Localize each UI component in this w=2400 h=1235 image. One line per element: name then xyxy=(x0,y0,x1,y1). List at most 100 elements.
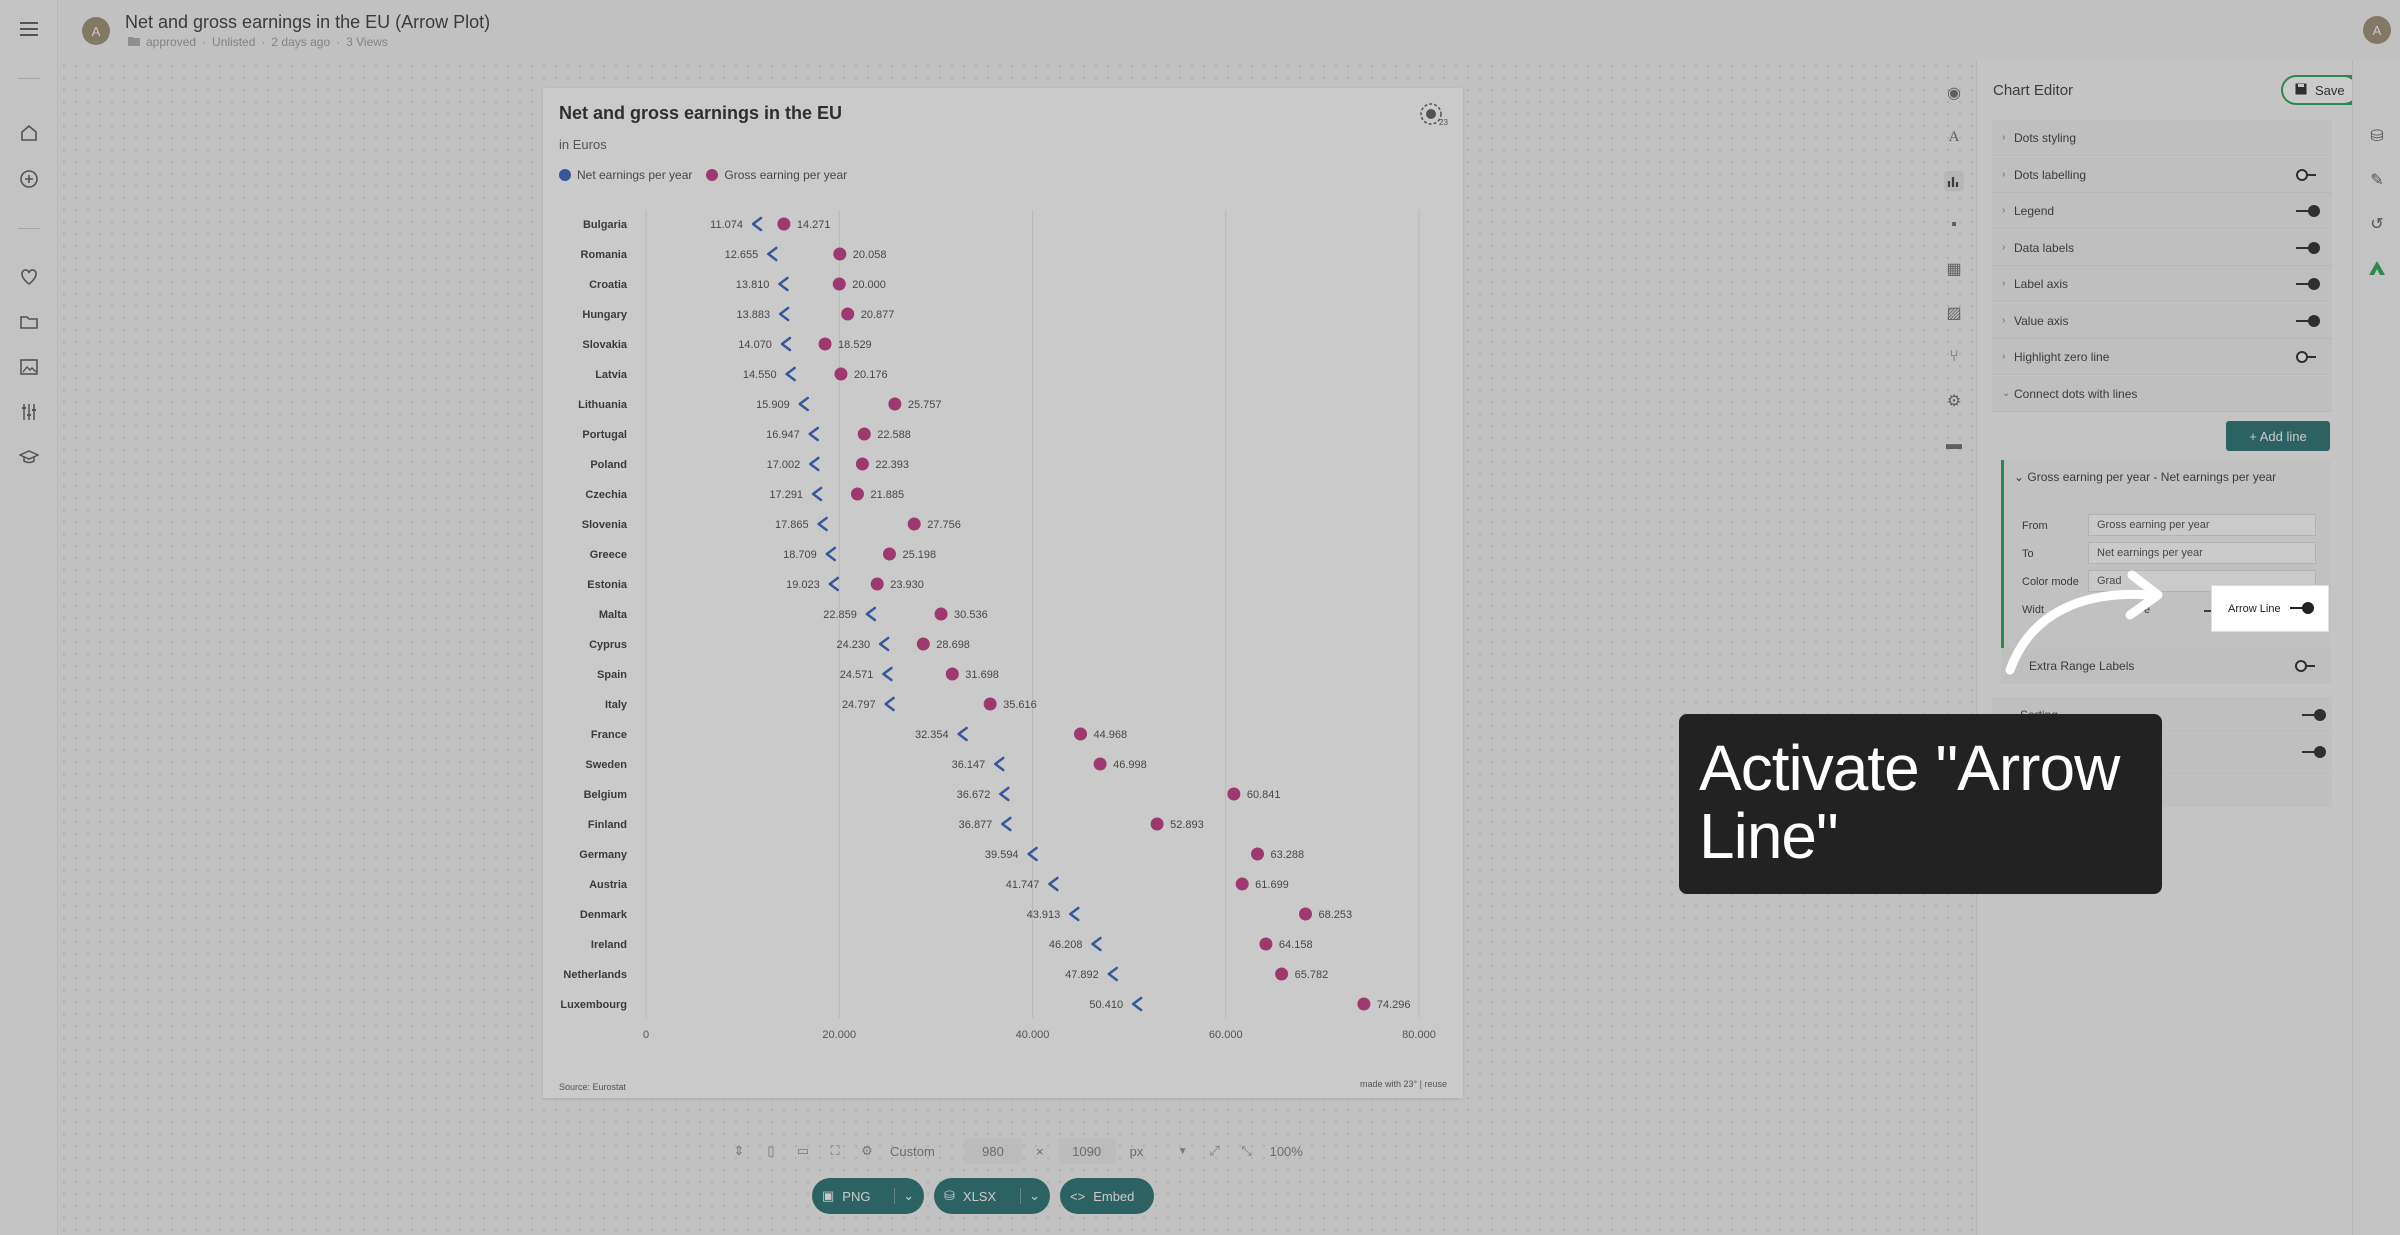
gross-dot xyxy=(882,547,896,561)
mobile-icon[interactable]: ▯ xyxy=(767,1143,775,1158)
section-connect-dots[interactable]: ⌄ Connect dots with lines xyxy=(1992,376,2332,412)
fullscreen-icon[interactable]: ⛶ xyxy=(830,1143,840,1158)
gross-value-label: 25.757 xyxy=(908,399,942,411)
net-value-label: 14.070 xyxy=(738,339,772,351)
text-icon[interactable]: A xyxy=(1948,128,1960,145)
category-label: Portugal xyxy=(582,429,627,441)
section-dots-styling[interactable]: › Dots styling xyxy=(1992,120,2332,156)
chevron-down-icon: ⌄ xyxy=(2014,470,2028,484)
section-label: Label axis xyxy=(2014,276,2069,291)
database-icon: ⛁ xyxy=(944,1188,955,1203)
x-tick-label: 20.000 xyxy=(822,1029,856,1041)
legend-dot xyxy=(559,169,571,181)
size-preset[interactable]: Custom xyxy=(890,1143,935,1159)
section-legend[interactable]: › Legend xyxy=(1992,193,2332,229)
embed-button[interactable]: <> Embed xyxy=(1060,1178,1154,1214)
gross-value-label: 65.782 xyxy=(1295,969,1329,981)
from-select[interactable]: Gross earning per year xyxy=(2088,514,2316,536)
toggle-arrow-line[interactable] xyxy=(2290,602,2314,614)
line-config-title[interactable]: ⌄ Gross earning per year - Net earnings … xyxy=(2014,470,2276,484)
unit-select[interactable]: px xyxy=(1129,1143,1144,1159)
home-icon[interactable] xyxy=(16,120,42,146)
save-button[interactable]: Save xyxy=(2283,77,2357,103)
net-value-label: 36.672 xyxy=(957,789,991,801)
chevron-down-icon[interactable]: ▼ xyxy=(1177,1145,1188,1157)
toggle-knob xyxy=(2308,278,2320,290)
gross-dot xyxy=(1074,727,1088,741)
category-label: Poland xyxy=(590,459,627,471)
gear-icon[interactable]: ⚙ xyxy=(861,1143,873,1158)
net-value-label: 12.655 xyxy=(725,249,759,261)
toggle-knob xyxy=(2295,660,2307,672)
category-label: France xyxy=(591,729,627,741)
section-label: Value axis xyxy=(2014,313,2069,328)
section-label-axis[interactable]: › Label axis xyxy=(1992,266,2332,302)
toggle-value-axis[interactable] xyxy=(2296,315,2320,327)
document-meta: approved · Unlisted · 2 days ago · 3 Vie… xyxy=(128,35,388,49)
category-label: Finland xyxy=(588,819,627,831)
toggle-data-labels[interactable] xyxy=(2296,242,2320,254)
document-title[interactable]: Net and gross earnings in the EU (Arrow … xyxy=(125,12,491,32)
grid-icon[interactable]: ▦ xyxy=(1946,261,1962,278)
category-label: Netherlands xyxy=(563,969,627,981)
chevron-down-icon: ⌄ xyxy=(2002,388,2011,399)
zoom-value[interactable]: 100% xyxy=(1269,1143,1303,1159)
paint-roller-icon[interactable]: ▬ xyxy=(1946,436,1962,453)
add-icon[interactable] xyxy=(16,166,42,192)
section-data-labels[interactable]: › Data labels xyxy=(1992,230,2332,266)
resize-vertical-icon[interactable]: ⇕ xyxy=(733,1143,745,1158)
heart-icon[interactable] xyxy=(16,264,42,290)
toggle-extra-range-labels[interactable] xyxy=(2295,660,2319,672)
sliders-icon[interactable] xyxy=(16,399,42,425)
branch-icon[interactable]: ⑂ xyxy=(1949,348,1959,365)
eye-icon[interactable]: ◉ xyxy=(1947,85,1961,102)
arrow-head xyxy=(999,786,1010,802)
pencil-icon[interactable]: ✎ xyxy=(2370,172,2384,189)
section-value-axis[interactable]: › Value axis xyxy=(1992,303,2332,339)
gross-value-label: 63.288 xyxy=(1271,849,1305,861)
toggle-highlight-zero-line[interactable] xyxy=(2296,351,2320,363)
image-icon[interactable] xyxy=(16,354,42,380)
gross-value-label: 61.699 xyxy=(1255,879,1289,891)
from-label: From xyxy=(2022,520,2048,532)
width-input[interactable] xyxy=(964,1138,1022,1164)
section-extra-range-labels[interactable]: Extra Range Labels xyxy=(2001,648,2331,684)
chevron-down-icon[interactable]: ⌄ xyxy=(894,1188,914,1204)
toggle-track xyxy=(2296,210,2316,212)
toggle-hidden-section[interactable] xyxy=(2302,746,2326,758)
x-tick-label: 0 xyxy=(643,1029,649,1041)
folder-icon[interactable] xyxy=(16,309,42,335)
arrow-line-spotlight[interactable]: Arrow Line xyxy=(2212,586,2328,631)
undo-icon[interactable]: ↺ xyxy=(2370,216,2384,233)
toggle-label-axis[interactable] xyxy=(2296,278,2320,290)
toggle-dots-labelling[interactable] xyxy=(2296,169,2320,181)
menu-icon[interactable] xyxy=(16,16,42,42)
gross-value-label: 21.885 xyxy=(870,489,904,501)
avatar-initial: A xyxy=(2372,22,2382,38)
desktop-icon[interactable]: ▭ xyxy=(796,1143,810,1158)
chevron-down-icon[interactable]: ⌄ xyxy=(1020,1188,1040,1204)
section-dots-labelling[interactable]: › Dots labelling xyxy=(1992,157,2332,193)
link-icon[interactable]: ⤢ xyxy=(1209,1143,1220,1158)
export-xlsx-button[interactable]: ⛁ XLSX ⌄ xyxy=(934,1178,1050,1214)
chart-credit[interactable]: made with 23° | reuse xyxy=(1360,1079,1447,1089)
comment-icon[interactable]: ▪ xyxy=(1951,216,1957,233)
export-png-button[interactable]: ▣ PNG ⌄ xyxy=(812,1178,924,1214)
bar-chart-icon[interactable] xyxy=(1944,171,1964,191)
brand-logo-icon[interactable] xyxy=(2367,258,2387,278)
toggle-legend[interactable] xyxy=(2296,205,2320,217)
category-label: Belgium xyxy=(584,789,628,801)
graduation-cap-icon[interactable] xyxy=(16,444,42,470)
toggle-sorting[interactable] xyxy=(2302,709,2326,721)
avatar[interactable]: A xyxy=(82,17,110,45)
add-line-button[interactable]: + Add line xyxy=(2226,421,2330,451)
net-value-label: 24.571 xyxy=(840,669,874,681)
section-highlight-zero-line[interactable]: › Highlight zero line xyxy=(1992,339,2332,375)
image-settings-icon[interactable]: ▨ xyxy=(1946,305,1962,322)
gear-icon[interactable]: ⚙ xyxy=(1946,393,1962,410)
user-avatar[interactable]: A xyxy=(2363,16,2391,44)
zoom-icon[interactable]: ⤡ xyxy=(1241,1143,1252,1158)
height-input[interactable] xyxy=(1057,1138,1116,1164)
to-select[interactable]: Net earnings per year xyxy=(2088,542,2316,564)
database-icon[interactable]: ⛁ xyxy=(2370,128,2384,145)
